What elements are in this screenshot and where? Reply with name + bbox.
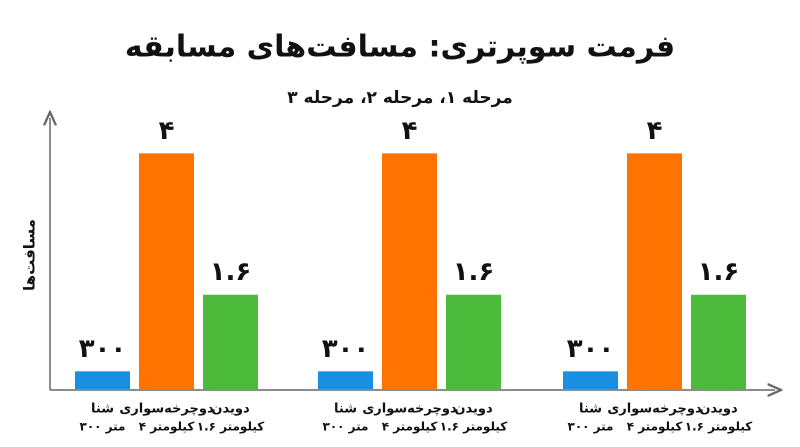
- x-tick-sublabel: ۳۰۰ متر: [80, 420, 126, 434]
- x-tick-label: دوچرخه‌سواری: [362, 402, 457, 417]
- x-tick-sublabel: ۱.۶ کیلومتر: [197, 420, 265, 435]
- bar: [203, 294, 258, 389]
- bar: [318, 371, 373, 389]
- x-tick-label: شنا: [91, 402, 114, 417]
- bar: [446, 294, 501, 389]
- chart-title: فرمت سوپرتری: مسافت‌های مسابقه: [125, 30, 675, 65]
- x-tick-label: دوچرخه‌سواری: [119, 402, 214, 417]
- value-label: ۳۰۰: [567, 334, 615, 364]
- value-label: ۴: [402, 116, 418, 146]
- bar: [563, 371, 618, 389]
- x-tick-label: دویدن: [211, 402, 250, 417]
- value-label: ۴: [647, 116, 663, 146]
- bar: [139, 153, 194, 389]
- x-tick-sublabel: ۳۰۰ متر: [323, 420, 369, 434]
- x-tick-label: شنا: [579, 402, 602, 417]
- value-label: ۱.۶: [453, 257, 495, 287]
- x-tick-sublabel: ۴ کیلومتر: [627, 420, 683, 435]
- x-tick-label: شنا: [334, 402, 357, 417]
- bar: [75, 371, 130, 389]
- x-tick-sublabel: ۱.۶ کیلومتر: [685, 420, 753, 435]
- value-label: ۳۰۰: [322, 334, 370, 364]
- bar: [627, 153, 682, 389]
- x-tick-label: دویدن: [454, 402, 493, 417]
- value-label: ۳۰۰: [79, 334, 127, 364]
- x-tick-sublabel: ۴ کیلومتر: [139, 420, 195, 435]
- x-tick-label: دویدن: [699, 402, 738, 417]
- value-label: ۱.۶: [698, 257, 740, 287]
- x-tick-sublabel: ۳۰۰ متر: [568, 420, 614, 434]
- value-label: ۱.۶: [210, 257, 252, 287]
- chart-subtitle: مرحله ۱، مرحله ۲، مرحله ۳: [287, 88, 513, 108]
- bar: [691, 294, 746, 389]
- x-tick-sublabel: ۴ کیلومتر: [382, 420, 438, 435]
- y-axis-label: مسافت‌ها: [21, 219, 39, 291]
- value-label: ۴: [159, 116, 175, 146]
- x-tick-label: دوچرخه‌سواری: [607, 402, 702, 417]
- bar: [382, 153, 437, 389]
- x-tick-sublabel: ۱.۶ کیلومتر: [440, 420, 508, 435]
